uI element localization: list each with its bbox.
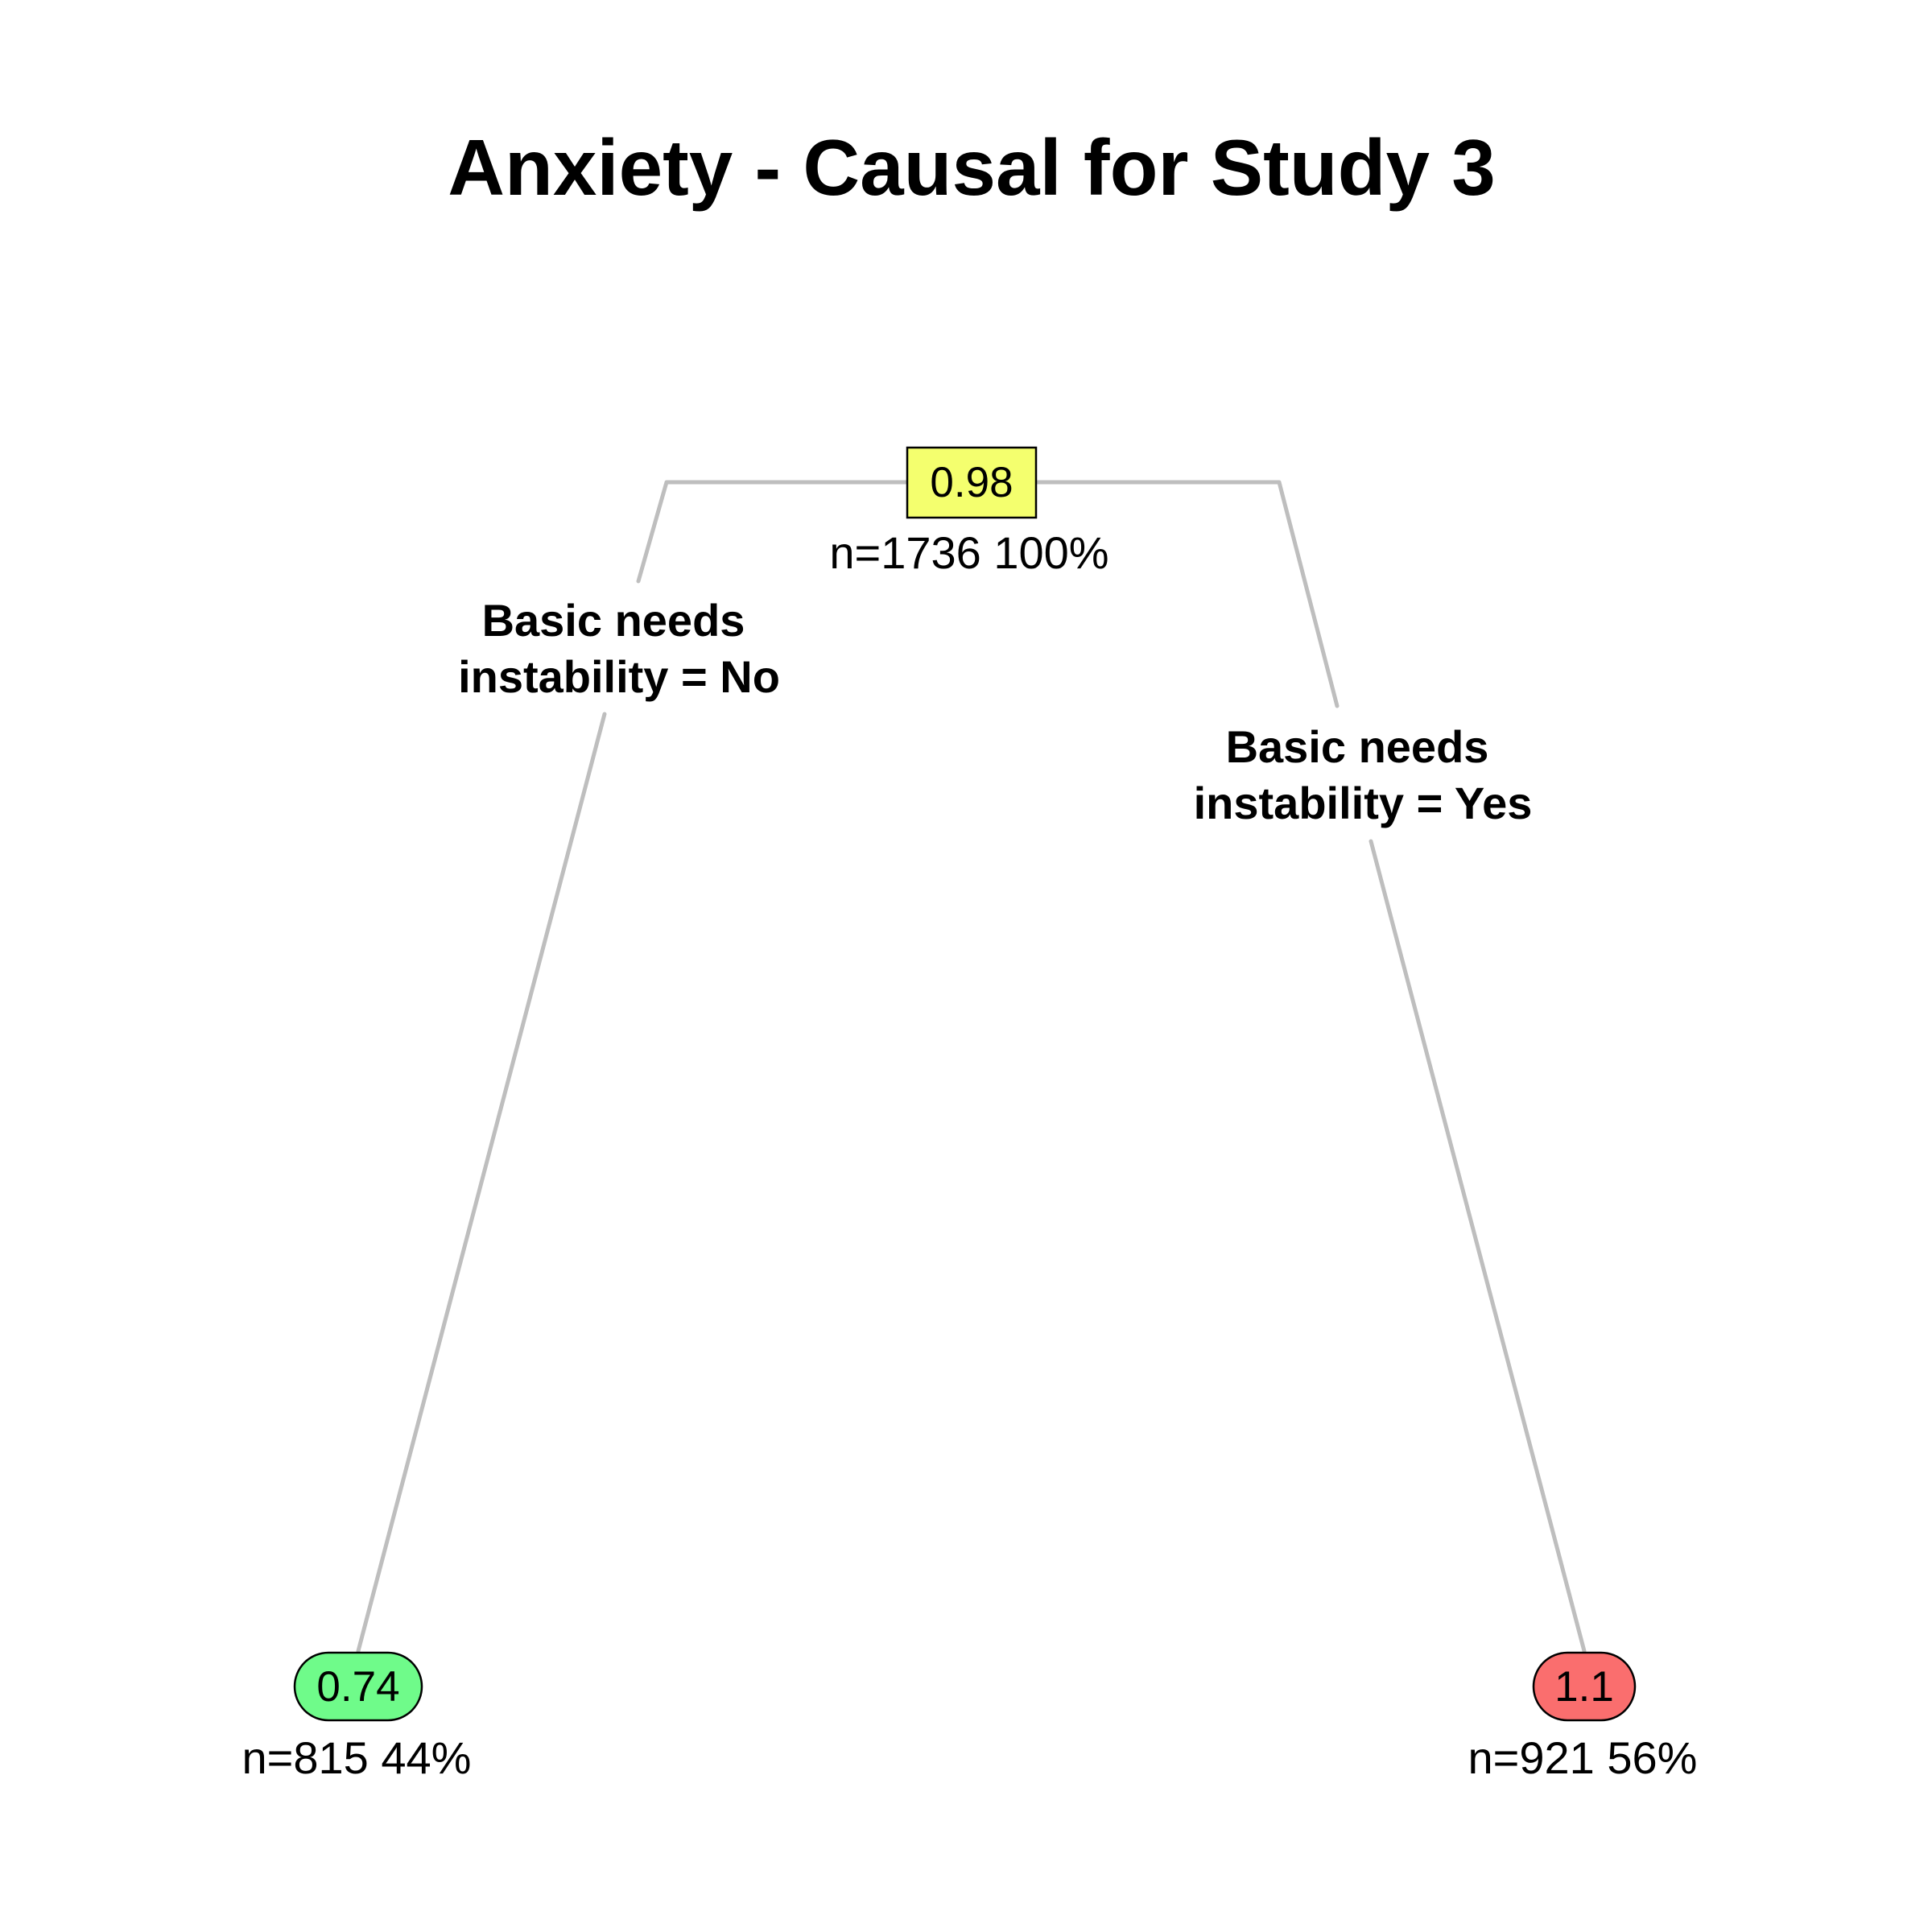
node-right-box <box>1532 1651 1637 1722</box>
split-label-left: Basic needs instability = No <box>458 595 780 702</box>
split-label-left-line2: instability = No <box>458 651 780 702</box>
edge-left-continuation <box>356 712 607 1653</box>
node-right-value: 1.1 <box>1554 1663 1614 1711</box>
edge-root-to-right <box>1033 480 1340 708</box>
split-label-right: Basic needs instability = Yes <box>1194 721 1533 828</box>
node-left-leaf: 0.74 n=815 44% <box>242 1651 472 1783</box>
node-right-leaf: 1.1 n=921 56% <box>1468 1651 1698 1783</box>
node-root-value: 0.98 <box>930 459 1013 506</box>
node-left-info: n=815 44% <box>242 1732 472 1783</box>
node-root: 0.98 n=1736 100% <box>829 446 1109 578</box>
diagram-title: Anxiety - Causal for Study 3 <box>448 123 1496 212</box>
node-root-box <box>906 446 1038 519</box>
split-label-right-line1: Basic needs <box>1226 721 1489 772</box>
node-root-info: n=1736 100% <box>829 527 1108 578</box>
split-label-left-line1: Basic needs <box>482 595 745 646</box>
edge-root-to-left <box>636 480 912 584</box>
split-label-right-line2: instability = Yes <box>1194 778 1533 828</box>
edge-right-continuation <box>1368 839 1587 1653</box>
node-left-value: 0.74 <box>316 1663 399 1711</box>
node-left-box <box>293 1651 423 1722</box>
node-right-info: n=921 56% <box>1468 1732 1698 1783</box>
